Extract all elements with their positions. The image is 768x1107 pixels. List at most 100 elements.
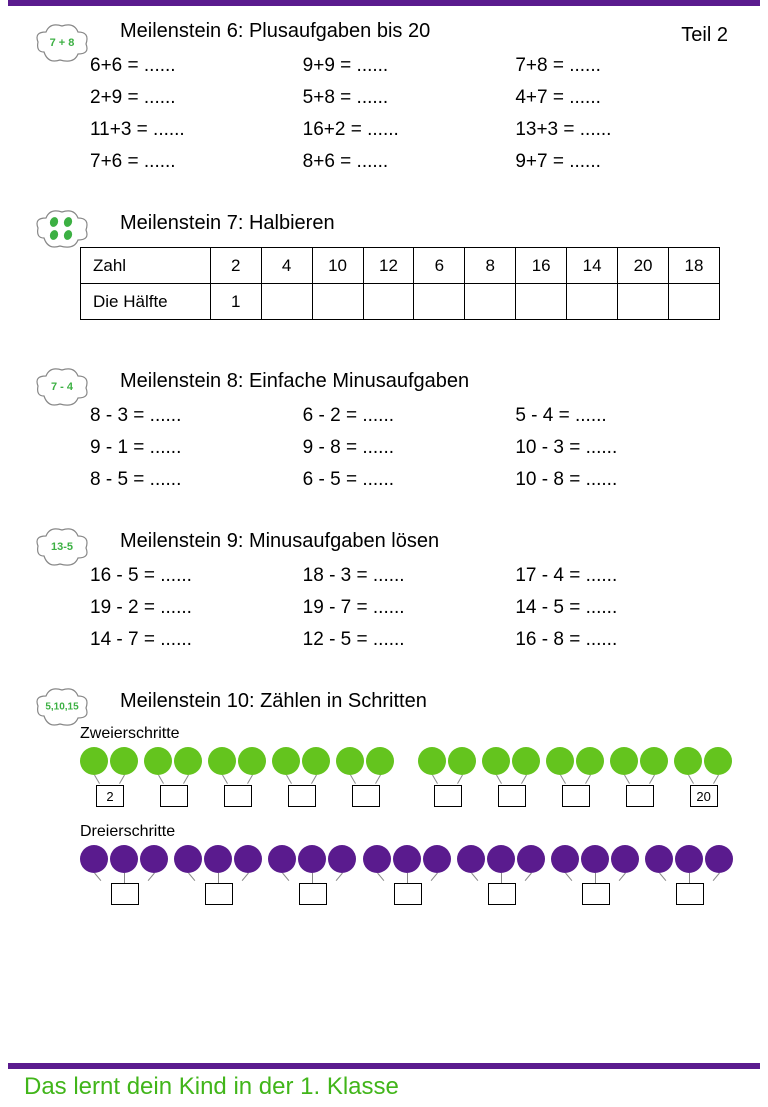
threes-group xyxy=(80,845,163,909)
green-circle-icon xyxy=(704,747,732,775)
m8-r1c0: 9 - 1 = ...... xyxy=(90,437,303,459)
twos-answer-box: 20 xyxy=(690,785,718,807)
m9-r1c1: 19 - 7 = ...... xyxy=(303,597,516,619)
m8-r2c0: 8 - 5 = ...... xyxy=(90,469,303,491)
threes-answer-box xyxy=(582,883,610,905)
purple-circle-icon xyxy=(645,845,673,873)
twos-pair: 2 xyxy=(80,747,134,811)
purple-circle-icon xyxy=(110,845,138,873)
m8-r2c1: 6 - 5 = ...... xyxy=(303,469,516,491)
green-circle-icon xyxy=(174,747,202,775)
green-circle-icon xyxy=(238,747,266,775)
m6-r3c0: 7+6 = ...... xyxy=(90,151,303,173)
h8 xyxy=(618,284,669,320)
twos-pair xyxy=(208,747,262,811)
m6-r0c0: 6+6 = ...... xyxy=(90,55,303,77)
cloud-m9-text: 13-5 xyxy=(51,541,73,553)
section-m10: 5,10,15 Meilenstein 10: Zählen in Schrit… xyxy=(40,690,728,913)
heading-m10: Meilenstein 10: Zählen in Schritten xyxy=(120,690,728,713)
twos-answer-box xyxy=(498,785,526,807)
m8-r0c2: 5 - 4 = ...... xyxy=(515,405,728,427)
m9-r2c1: 12 - 5 = ...... xyxy=(303,629,516,651)
m8-r0c0: 8 - 3 = ...... xyxy=(90,405,303,427)
green-circle-icon xyxy=(336,747,364,775)
m6-r1c0: 2+9 = ...... xyxy=(90,87,303,109)
purple-circle-icon xyxy=(268,845,296,873)
problems-m6: 6+6 = ...... 9+9 = ...... 7+8 = ...... 2… xyxy=(90,55,728,173)
section-m9: 13-5 Meilenstein 9: Minusaufgaben lösen … xyxy=(40,530,728,651)
purple-circle-icon xyxy=(517,845,545,873)
purple-circle-icon xyxy=(423,845,451,873)
threes-group xyxy=(363,845,446,909)
green-circle-icon xyxy=(482,747,510,775)
cloud-m9: 13-5 xyxy=(34,526,90,568)
n8: 20 xyxy=(618,248,669,284)
problems-m9: 16 - 5 = ...... 18 - 3 = ...... 17 - 4 =… xyxy=(90,565,728,651)
heading-m9: Meilenstein 9: Minusaufgaben lösen xyxy=(120,530,728,553)
m9-r1c2: 14 - 5 = ...... xyxy=(515,597,728,619)
twos-label: Zweierschritte xyxy=(80,725,728,743)
purple-circle-icon xyxy=(393,845,421,873)
threes-group xyxy=(457,845,540,909)
twos-pair xyxy=(610,747,664,811)
twos-answer-box xyxy=(224,785,252,807)
h1 xyxy=(261,284,312,320)
m8-r2c2: 10 - 8 = ...... xyxy=(515,469,728,491)
heading-m8: Meilenstein 8: Einfache Minusaufgaben xyxy=(120,370,728,393)
threes-group xyxy=(645,845,728,909)
cloud-m7-dots xyxy=(50,217,74,241)
h0: 1 xyxy=(210,284,261,320)
twos-pair: 20 xyxy=(674,747,728,811)
n9: 18 xyxy=(668,248,719,284)
threes-group xyxy=(551,845,634,909)
m6-r2c2: 13+3 = ...... xyxy=(515,119,728,141)
green-circle-icon xyxy=(80,747,108,775)
top-border xyxy=(8,0,760,6)
h5 xyxy=(465,284,516,320)
m6-r2c1: 16+2 = ...... xyxy=(303,119,516,141)
threes-label: Dreierschritte xyxy=(80,823,728,841)
purple-circle-icon xyxy=(457,845,485,873)
purple-circle-icon xyxy=(204,845,232,873)
twos-pair xyxy=(418,747,472,811)
m9-r0c0: 16 - 5 = ...... xyxy=(90,565,303,587)
section-m7: Meilenstein 7: Halbieren Zahl 2 4 10 12 … xyxy=(40,212,728,320)
h7 xyxy=(567,284,618,320)
purple-circle-icon xyxy=(705,845,733,873)
purple-circle-icon xyxy=(140,845,168,873)
n2: 10 xyxy=(312,248,363,284)
twos-row: 2 20 xyxy=(80,747,728,815)
m6-r3c1: 8+6 = ...... xyxy=(303,151,516,173)
heading-m6: Meilenstein 6: Plusaufgaben bis 20 xyxy=(120,20,728,43)
green-circle-icon xyxy=(144,747,172,775)
purple-circle-icon xyxy=(581,845,609,873)
cloud-m10-text: 5,10,15 xyxy=(45,702,78,713)
m9-r1c0: 19 - 2 = ...... xyxy=(90,597,303,619)
twos-pair xyxy=(546,747,600,811)
halve-table: Zahl 2 4 10 12 6 8 16 14 20 18 Die Hälft… xyxy=(80,247,720,320)
green-circle-icon xyxy=(546,747,574,775)
threes-answer-box xyxy=(111,883,139,905)
h2 xyxy=(312,284,363,320)
m6-r1c2: 4+7 = ...... xyxy=(515,87,728,109)
green-circle-icon xyxy=(208,747,236,775)
green-circle-icon xyxy=(448,747,476,775)
green-circle-icon xyxy=(640,747,668,775)
threes-answer-box xyxy=(488,883,516,905)
twos-pair xyxy=(336,747,390,811)
m9-r0c1: 18 - 3 = ...... xyxy=(303,565,516,587)
m8-r1c2: 10 - 3 = ...... xyxy=(515,437,728,459)
twos-pair xyxy=(482,747,536,811)
green-circle-icon xyxy=(576,747,604,775)
n5: 8 xyxy=(465,248,516,284)
green-circle-icon xyxy=(272,747,300,775)
twos-answer-box xyxy=(626,785,654,807)
twos-pair xyxy=(144,747,198,811)
section-m6: 7 + 8 Meilenstein 6: Plusaufgaben bis 20… xyxy=(40,20,728,173)
threes-answer-box xyxy=(394,883,422,905)
halve-label-zahl: Zahl xyxy=(81,248,211,284)
purple-circle-icon xyxy=(551,845,579,873)
threes-answer-box xyxy=(205,883,233,905)
m8-r0c1: 6 - 2 = ...... xyxy=(303,405,516,427)
n3: 12 xyxy=(363,248,414,284)
